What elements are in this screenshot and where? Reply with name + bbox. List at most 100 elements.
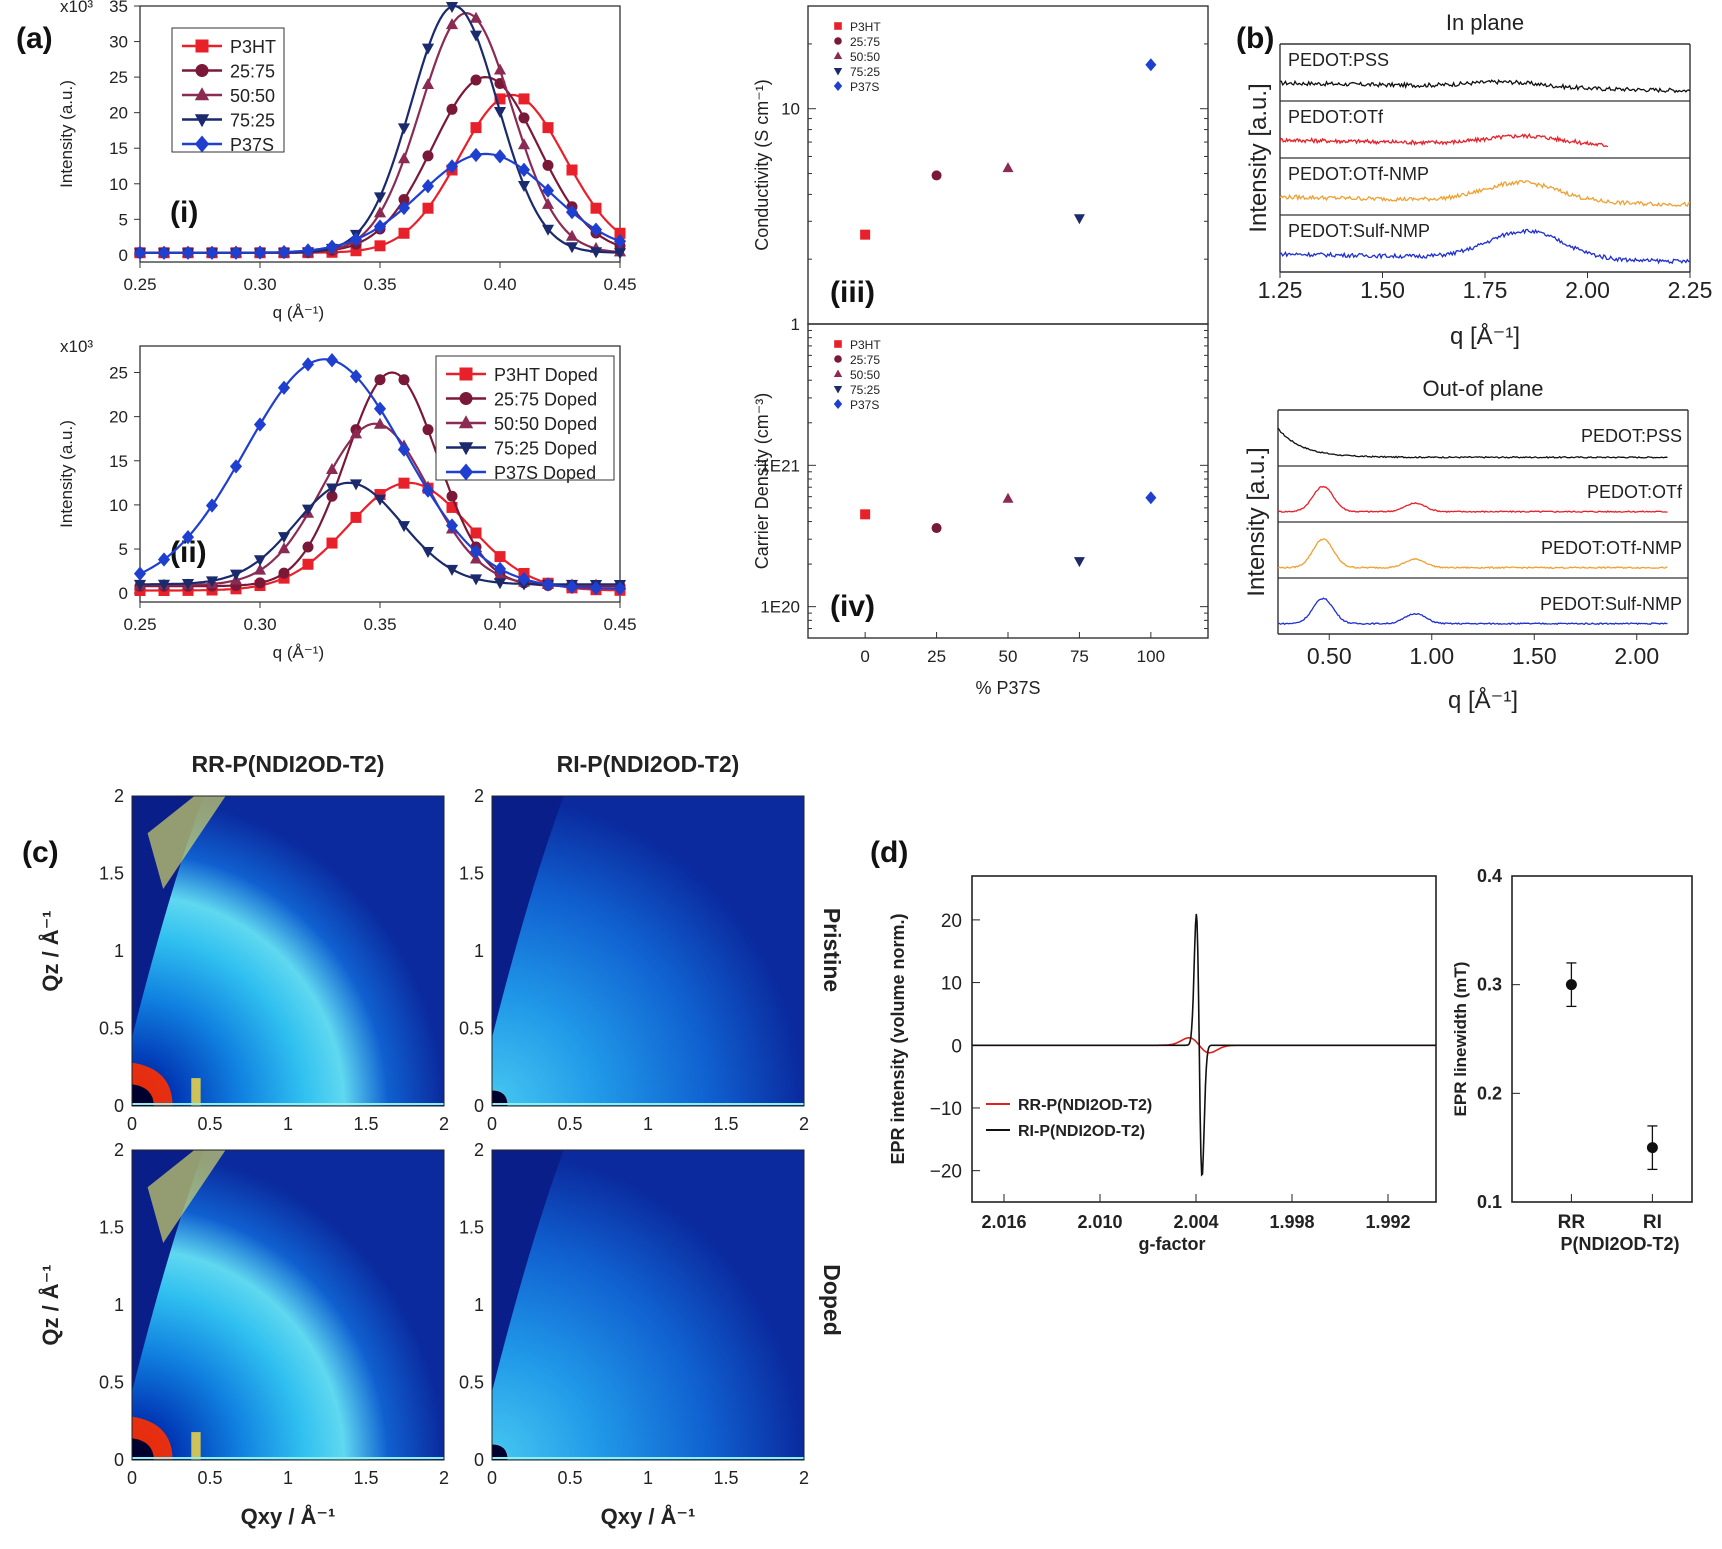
y-tick-label: 20 bbox=[941, 911, 962, 932]
data-point-P3HT bbox=[860, 509, 871, 520]
y-tick-label: 1 bbox=[114, 1295, 124, 1315]
y-tick-label: −20 bbox=[930, 1162, 962, 1183]
beam-stop bbox=[132, 1438, 154, 1460]
trace-PEDOT:OTf-NMP bbox=[1279, 179, 1690, 207]
legend-label: P37S bbox=[850, 80, 879, 94]
data-point bbox=[493, 578, 507, 590]
data-point bbox=[277, 380, 291, 395]
y-tick-label: 1.5 bbox=[99, 1218, 124, 1238]
x-tick-label: 0 bbox=[860, 647, 869, 666]
y-axis-label: Intensity (a.u.) bbox=[57, 420, 76, 528]
x-axis-label-rr: Qxy / Å⁻¹ bbox=[241, 1503, 336, 1529]
trace-PEDOT:PSS bbox=[1279, 78, 1691, 94]
trace-PEDOT:PSS bbox=[1277, 427, 1668, 459]
data-point bbox=[133, 245, 147, 260]
data-point bbox=[301, 357, 315, 372]
y-axis-label-pristine: Qz / Å⁻¹ bbox=[37, 910, 63, 991]
data-point bbox=[253, 245, 267, 260]
y-tick-label: 1E21 bbox=[760, 456, 800, 475]
data-point bbox=[397, 152, 411, 164]
y-tick-label: 10 bbox=[109, 496, 128, 515]
legend-marker bbox=[458, 442, 474, 456]
x-tick-label: 0.25 bbox=[123, 615, 156, 634]
data-point bbox=[422, 150, 434, 162]
y-tick-label: 35 bbox=[109, 0, 128, 16]
x-tick-label: 1.5 bbox=[353, 1114, 378, 1134]
data-point-75:25 bbox=[1073, 214, 1085, 225]
trace-label: PEDOT:OTf-NMP bbox=[1541, 538, 1682, 558]
data-point bbox=[469, 574, 483, 586]
data-point bbox=[517, 180, 531, 192]
data-point bbox=[326, 537, 338, 549]
x-tick-label: 0 bbox=[127, 1468, 137, 1488]
y-tick-label: 0 bbox=[114, 1096, 124, 1116]
x-tick-label: 1 bbox=[283, 1468, 293, 1488]
chart-a_ii: 0.25 0.30 0.35 0.40 0.45 0 5 10 15 20 25 x10³ q (Å⁻¹… bbox=[57, 337, 637, 662]
y-tick-label: 0.5 bbox=[99, 1019, 124, 1039]
x-tick-label: 0.5 bbox=[557, 1114, 582, 1134]
data-point bbox=[181, 578, 195, 590]
legend-marker bbox=[833, 385, 843, 394]
y-tick-label: 25 bbox=[109, 363, 128, 382]
y-tick-label: 0.3 bbox=[1477, 975, 1502, 995]
data-point bbox=[470, 527, 482, 539]
y-tick-label: 0.2 bbox=[1477, 1083, 1502, 1103]
data-point bbox=[133, 579, 147, 591]
trace-label: PEDOT:Sulf-NMP bbox=[1288, 221, 1430, 241]
y-exponent-label: x10³ bbox=[60, 337, 93, 356]
x-tick-label: 1.5 bbox=[353, 1468, 378, 1488]
heatmap-frame bbox=[131, 795, 445, 1107]
data-point-P37S bbox=[1145, 58, 1157, 72]
x-tick-label: 1.998 bbox=[1269, 1212, 1314, 1232]
data-point bbox=[301, 243, 315, 258]
data-point-75:25 bbox=[1073, 557, 1085, 568]
data-point bbox=[445, 159, 459, 174]
plot-frame bbox=[1511, 875, 1693, 1203]
data-point bbox=[445, 518, 459, 533]
y-tick-label: −10 bbox=[930, 1099, 962, 1120]
scattering-intensity bbox=[132, 796, 444, 1106]
data-point bbox=[421, 78, 435, 90]
y-axis-label: Conductivity (S cm⁻¹) bbox=[752, 79, 772, 251]
legend-label: 75:25 bbox=[850, 383, 880, 397]
x-tick-label: 2 bbox=[439, 1114, 449, 1134]
chart-a_iii: 1 10 Conductivity (S cm⁻¹) (iii) P3HT25:7550… bbox=[752, 5, 1209, 334]
data-point bbox=[517, 571, 531, 587]
data-point bbox=[614, 227, 626, 239]
data-point bbox=[373, 219, 387, 234]
data-point bbox=[302, 541, 314, 553]
y-tick-label: 0 bbox=[119, 246, 128, 265]
data-point bbox=[469, 544, 483, 559]
data-point-25:75 bbox=[931, 523, 942, 534]
y-tick-label: 0 bbox=[951, 1036, 962, 1057]
row-label-pristine: Pristine bbox=[819, 908, 845, 992]
y-tick-label: 10 bbox=[109, 175, 128, 194]
plot-frame bbox=[971, 875, 1437, 1203]
data-point bbox=[301, 504, 315, 516]
y-tick-label: 0 bbox=[119, 584, 128, 603]
data-point bbox=[205, 498, 219, 513]
peak-spot bbox=[191, 1432, 201, 1460]
legend-marker bbox=[194, 87, 210, 101]
x-axis-label: q (Å⁻¹) bbox=[273, 303, 324, 322]
data-point bbox=[302, 558, 314, 570]
legend-marker bbox=[834, 22, 842, 30]
x-tick-label: 0.40 bbox=[483, 275, 516, 294]
data-point bbox=[253, 417, 267, 432]
y-tick-label: 1 bbox=[114, 941, 124, 961]
x-tick-label: 2 bbox=[439, 1468, 449, 1488]
heatmap-doped-ri: 0 0.5 1 1.5 2 0 0.5 1 1.5 2 bbox=[459, 1140, 809, 1488]
y-tick-label: 0 bbox=[474, 1096, 484, 1116]
data-point bbox=[373, 192, 387, 204]
x-tick-label: 1.5 bbox=[713, 1468, 738, 1488]
data-point bbox=[277, 244, 291, 260]
data-point bbox=[325, 483, 339, 495]
data-point bbox=[470, 74, 482, 86]
y-tick-label: 15 bbox=[109, 139, 128, 158]
y-tick-label: 25 bbox=[109, 68, 128, 87]
trace-PEDOT:OTf bbox=[1277, 485, 1668, 514]
legend-label: 50:50 bbox=[850, 368, 880, 382]
data-point bbox=[541, 183, 555, 198]
trace-label: PEDOT:Sulf-NMP bbox=[1540, 594, 1682, 614]
data-point-50:50 bbox=[1002, 162, 1014, 173]
